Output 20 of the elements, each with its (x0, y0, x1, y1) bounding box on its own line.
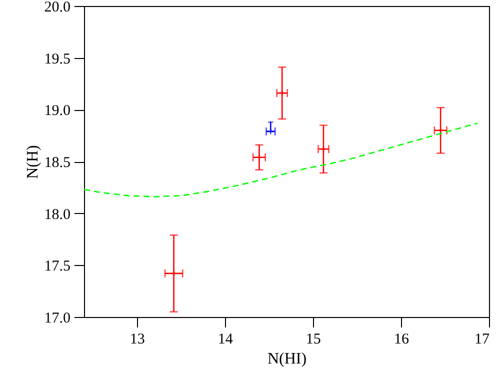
x-tick-label: 16 (394, 332, 410, 348)
x-tick-label: 14 (218, 332, 234, 348)
x-tick-label: 17 (474, 332, 490, 348)
y-tick-label: 17.5 (44, 258, 70, 275)
x-tick-label: 15 (306, 332, 321, 348)
y-axis-title: N(H) (24, 145, 42, 179)
x-axis-title: N(HI) (267, 350, 307, 368)
point (320, 146, 327, 152)
point (256, 154, 263, 161)
line-series (83, 122, 478, 198)
y-tick-label: 18.0 (44, 206, 70, 223)
y-tick-label: 19.0 (44, 103, 70, 120)
point (437, 127, 444, 134)
y-tick-label: 18.5 (44, 155, 70, 171)
x-tick-label: 13 (130, 332, 145, 348)
y-tick-label: 19.5 (44, 51, 70, 68)
y-tick-label: 17.0 (44, 310, 70, 326)
y-tick-label: 20.0 (44, 0, 70, 16)
point (170, 270, 178, 277)
point (278, 90, 286, 96)
